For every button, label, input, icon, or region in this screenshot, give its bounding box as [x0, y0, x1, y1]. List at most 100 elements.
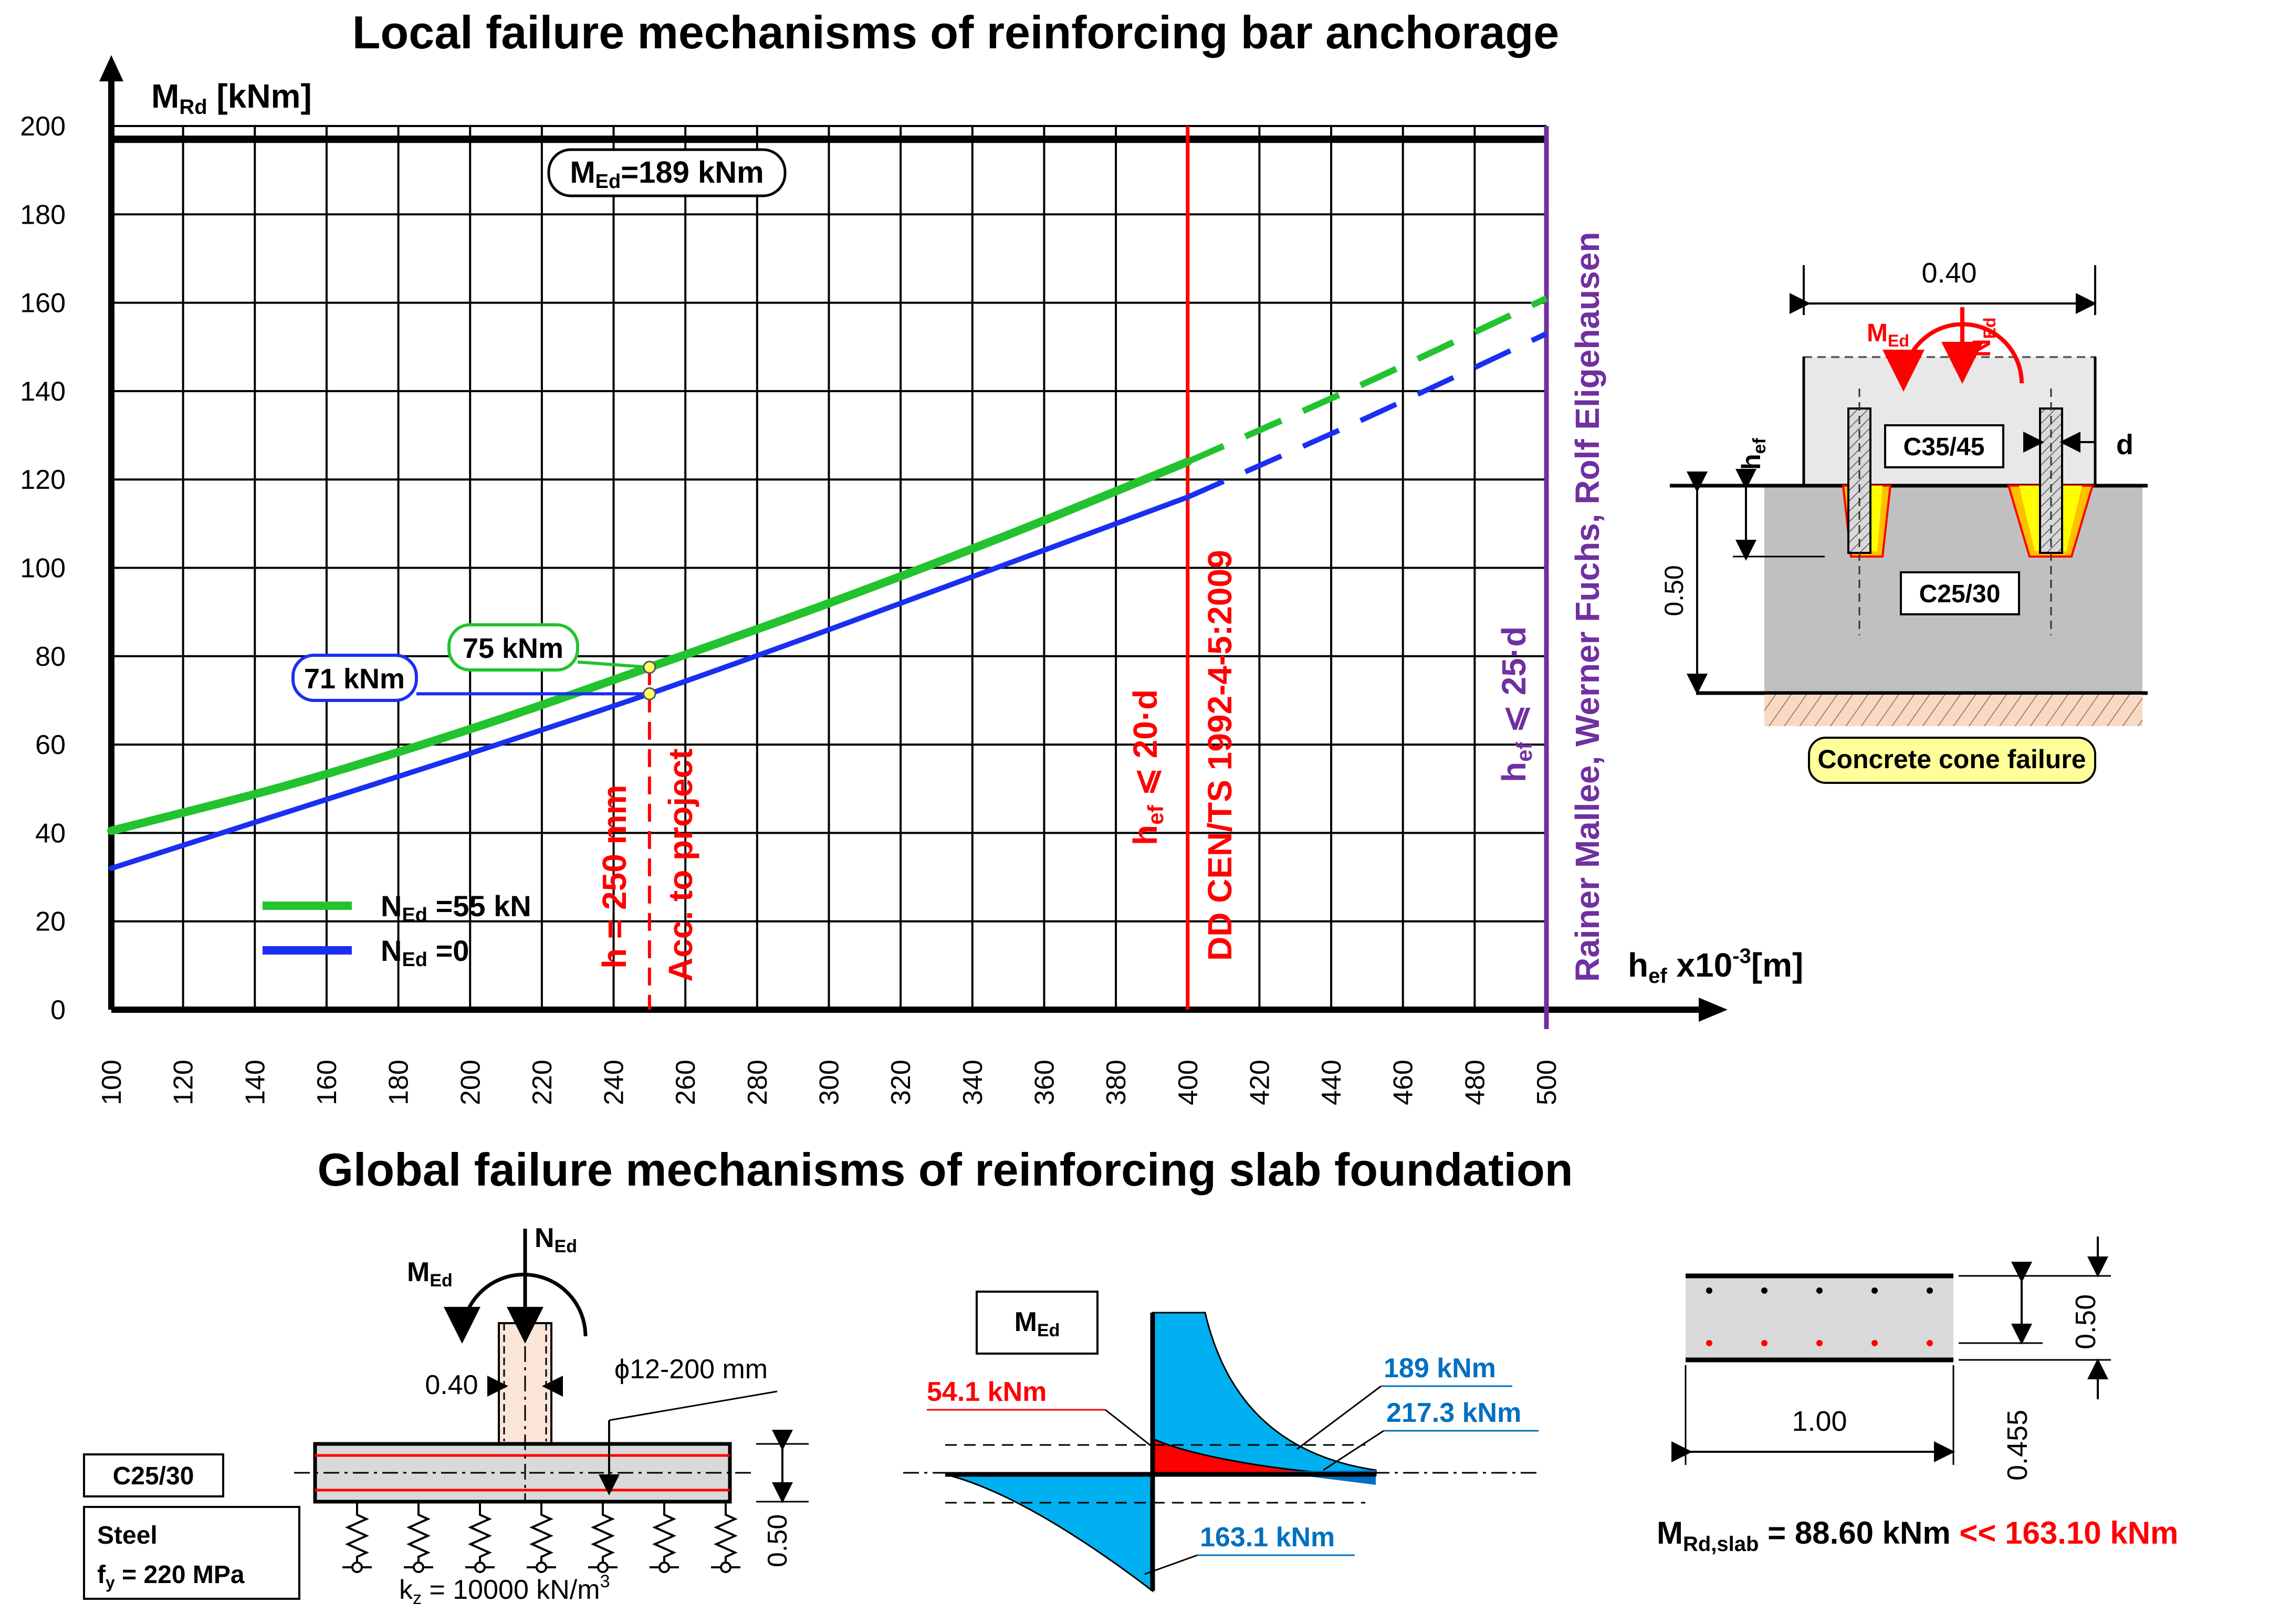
- rebar-label: ϕ12-200 mm: [614, 1354, 768, 1385]
- dd-cen-label: DD CEN/TS 1992-4-5:2009: [1201, 550, 1239, 961]
- x-tick-label: 340: [958, 1060, 988, 1105]
- x-tick-label: 460: [1388, 1060, 1419, 1105]
- y-tick-label: 0: [50, 995, 66, 1025]
- x-tick-label: 420: [1244, 1060, 1275, 1105]
- slab-concrete-box: [83, 1453, 224, 1497]
- section-top-bar: [1927, 1287, 1933, 1294]
- moment-med-label: MEd: [1015, 1307, 1060, 1340]
- y-tick-label: 80: [35, 642, 66, 672]
- spring: [714, 1503, 738, 1567]
- d-label: d: [2116, 429, 2133, 460]
- section-rebars: [1706, 1287, 1933, 1346]
- section-top-bar: [1761, 1287, 1767, 1294]
- moment-area-top: [1152, 1312, 1377, 1476]
- slab-result-label: MRd,slab = 88.60 kNm << 163.10 kNm: [1657, 1515, 2178, 1556]
- series-ned55-solid: [107, 457, 1192, 835]
- column-width-label: 0.40: [425, 1370, 478, 1400]
- x-tick-label: 120: [169, 1060, 199, 1105]
- section-width-label: 1.00: [1792, 1406, 1847, 1437]
- x-tick-label: 200: [455, 1060, 486, 1105]
- hef-label: hef: [1737, 438, 1770, 470]
- spring: [468, 1503, 492, 1567]
- section-top-bar: [1706, 1287, 1712, 1294]
- y-tick-label: 20: [35, 907, 66, 937]
- x-tick-label: 440: [1316, 1060, 1347, 1105]
- series-ned55-dashed: [1186, 295, 1548, 465]
- base-concrete-label: C25/30: [1919, 580, 2001, 608]
- rebar-leader-diag: [609, 1390, 778, 1421]
- slab-med-label: MEd: [407, 1257, 453, 1291]
- section-bottom-bar: [1871, 1340, 1878, 1346]
- spring-hinge: [351, 1562, 363, 1573]
- y-tick-labels: 0 20 40 60 80 100 120 140 160 180 200: [20, 111, 66, 1025]
- steel-label: Steel: [97, 1522, 158, 1549]
- y-tick-label: 160: [20, 288, 66, 319]
- base-concrete-box: [1900, 571, 2020, 615]
- callout-75-text: 75 kNm: [463, 633, 563, 664]
- section-bottom-bar: [1927, 1340, 1933, 1346]
- moment-189-leader: [1296, 1385, 1382, 1450]
- section-bottom-bar: [1706, 1340, 1712, 1346]
- y-axis-arrow-icon: [99, 55, 123, 81]
- authors-label: Rainer Mallee, Werner Fuchs, Rolf Eligeh…: [1568, 232, 1606, 982]
- callout-71-box: [291, 654, 418, 702]
- kz-label: kz = 10000 kN/m3: [399, 1571, 610, 1608]
- y-tick-label: 120: [20, 465, 66, 495]
- moment-2173-label: 217.3 kNm: [1386, 1398, 1521, 1428]
- section-bottom-bar: [1816, 1340, 1823, 1346]
- x-tick-label: 300: [814, 1060, 845, 1105]
- med-callout-text: MEd=189 kNm: [570, 155, 764, 193]
- x-tick-label: 500: [1532, 1060, 1562, 1105]
- y-axis-title: MRd [kNm]: [151, 77, 312, 119]
- moment-1631-label: 163.1 kNm: [1200, 1522, 1335, 1553]
- moment-2173-leader: [1323, 1430, 1384, 1471]
- column-concrete-box: [1884, 424, 2004, 468]
- x-tick-label: 180: [384, 1060, 414, 1105]
- marker-71-knm: [643, 687, 656, 700]
- chart-local: 100 120 140 160 180 200 220 240 260 280 300 320 340 3…: [20, 55, 1803, 1105]
- section-bottom-bar: [1761, 1340, 1767, 1346]
- title-global: Global failure mechanisms of reinforcing…: [318, 1144, 1573, 1196]
- series-ned0-dashed: [1186, 331, 1548, 500]
- slab-thickness-label: 0.50: [762, 1514, 793, 1567]
- spring-supports: [342, 1503, 740, 1573]
- hef-20d-label: hef ⩽ 20·d: [1126, 689, 1168, 845]
- slab-moment-arrow-icon: [444, 1273, 588, 1344]
- callout-75-box: [447, 623, 579, 672]
- failure-label-box: [1808, 737, 2096, 784]
- moment-541-label: 54.1 kNm: [927, 1377, 1047, 1407]
- x-tick-label: 160: [312, 1060, 342, 1105]
- x-tick-label: 380: [1101, 1060, 1132, 1105]
- slab-concrete-label: C25/30: [113, 1462, 194, 1490]
- spring: [406, 1503, 431, 1567]
- y-tick-label: 40: [35, 818, 66, 848]
- column-concrete-label: C35/45: [1904, 433, 1985, 461]
- soil-hatch: [1764, 695, 2142, 726]
- section-top-bar: [1871, 1287, 1878, 1294]
- effective-depth-label: 0.455: [2002, 1410, 2033, 1481]
- slab-section: 1.00 0.455 0.50 MRd,slab = 88.60 kNm << …: [1657, 1237, 2178, 1556]
- steel-box: [83, 1506, 300, 1600]
- x-tick-labels: 100 120 140 160 180 200 220 240 260 280 300 320 340 3…: [97, 1060, 1562, 1105]
- slab-model: MEd NEd 0.40 ϕ12-200 mm 0.50 kz = 10000 …: [83, 1223, 809, 1608]
- legend-label-ned55: NEd =55 kN: [381, 889, 531, 926]
- x-tick-label: 140: [240, 1060, 270, 1105]
- moment-area-bottom: [945, 1473, 1154, 1593]
- cone-width-label: 0.40: [1921, 257, 1976, 289]
- x-tick-label: 240: [599, 1060, 630, 1105]
- moment-med-box: [976, 1291, 1099, 1355]
- hef-25d-label: hef ⩽ 25·d: [1495, 626, 1536, 782]
- cone-med-label: MEd: [1867, 319, 1909, 350]
- callout-71-text: 71 kNm: [304, 663, 405, 695]
- section-top-bar: [1816, 1287, 1823, 1294]
- y-tick-label: 180: [20, 200, 66, 230]
- cone-ned-label: NEd: [1968, 317, 1999, 357]
- y-tick-label: 140: [20, 376, 66, 407]
- spring: [591, 1503, 615, 1567]
- spring: [652, 1503, 676, 1567]
- moment-diagram: MEd 54.1 kNm 189 kNm 217.3 kNm 163.1 kNm: [903, 1291, 1539, 1593]
- x-tick-label: 100: [97, 1060, 127, 1105]
- spring-hinge: [413, 1562, 424, 1573]
- moment-189-label: 189 kNm: [1384, 1353, 1496, 1384]
